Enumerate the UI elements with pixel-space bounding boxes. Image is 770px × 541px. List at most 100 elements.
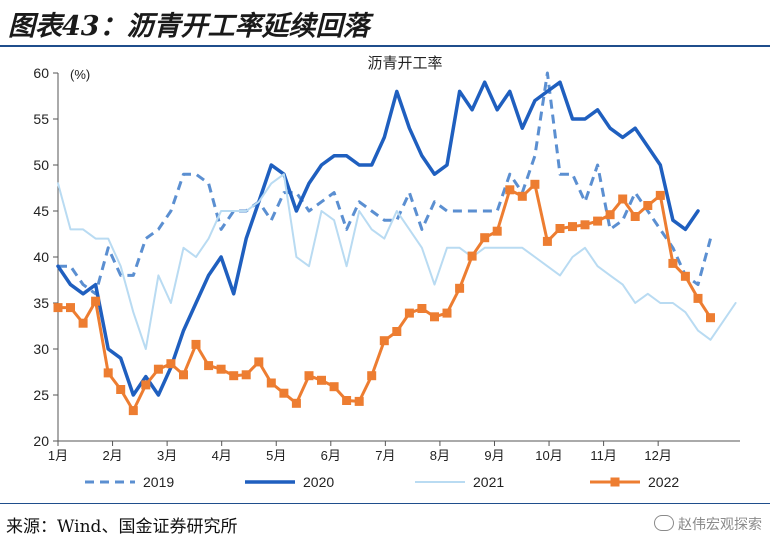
- data-point-2022: [480, 233, 490, 243]
- title-divider: [0, 45, 770, 47]
- series-line-2020: [56, 80, 700, 397]
- wechat-icon: [654, 515, 674, 531]
- watermark: 赵伟宏观探索: [654, 514, 762, 534]
- legend-label-2021: 2021: [473, 474, 504, 490]
- x-tick-label: 12月: [644, 448, 671, 463]
- y-tick-label: 50: [33, 157, 49, 173]
- data-point-2022: [153, 364, 163, 374]
- data-point-2022: [291, 398, 301, 408]
- legend-item-2021: 2021: [415, 474, 504, 490]
- data-point-2022: [430, 312, 439, 322]
- data-point-2022: [668, 258, 678, 268]
- data-point-2022: [693, 293, 703, 303]
- data-point-2022: [505, 185, 515, 195]
- y-tick-label: 25: [33, 387, 49, 403]
- data-point-2022: [517, 191, 527, 201]
- series-layer: [53, 71, 737, 416]
- x-tick-label: 5月: [266, 448, 286, 463]
- data-point-2022: [166, 359, 176, 369]
- data-point-2022: [630, 212, 640, 221]
- data-point-2022: [655, 190, 665, 200]
- data-point-2022: [304, 371, 314, 381]
- x-tick-label: 1月: [48, 448, 68, 463]
- series-line-2021: [57, 173, 737, 350]
- x-tick-label: 4月: [212, 448, 232, 463]
- data-point-2022: [317, 375, 326, 385]
- data-point-2022: [191, 339, 201, 349]
- y-tick-label: 35: [33, 295, 49, 311]
- data-point-2022: [103, 368, 113, 378]
- data-point-2022: [254, 357, 264, 367]
- legend-label-2019: 2019: [143, 474, 174, 490]
- line-chart: 沥青开工率 (%) 20 25 30 35 40 45 50 55 60 1月 2月 3月 4月 5月 6月…: [33, 55, 740, 490]
- x-tick-label: 3月: [157, 448, 177, 463]
- data-point-2022: [266, 378, 276, 388]
- legend-item-2022: 2022: [590, 474, 679, 490]
- data-point-2022: [392, 327, 402, 336]
- figure-title: 图表43：沥青开工率延续回落: [8, 11, 370, 42]
- y-tick-label: 20: [33, 433, 49, 449]
- data-point-2022: [78, 318, 88, 328]
- data-point-2022: [216, 364, 226, 374]
- data-point-2022: [179, 370, 188, 380]
- x-tick-label: 9月: [484, 448, 504, 463]
- data-point-2022: [593, 216, 603, 226]
- data-point-2022: [367, 371, 377, 381]
- data-point-2022: [241, 370, 251, 380]
- data-point-2022: [116, 385, 126, 394]
- data-point-2022: [417, 304, 427, 313]
- data-point-2022: [279, 388, 289, 398]
- x-tick-label: 11月: [590, 448, 617, 463]
- data-point-2022: [342, 396, 352, 405]
- legend-marker-2022: [610, 477, 620, 487]
- data-point-2022: [643, 201, 653, 210]
- data-point-2022: [467, 251, 477, 261]
- data-point-2022: [128, 406, 138, 416]
- legend-label-2022: 2022: [648, 474, 679, 490]
- data-point-2022: [204, 361, 214, 371]
- x-tick-label: 10月: [535, 448, 562, 463]
- series-2022: [53, 179, 715, 416]
- watermark-text: 赵伟宏观探索: [678, 517, 762, 533]
- series-2020: [56, 80, 700, 397]
- source-note: 来源：Wind、国金证券研究所: [6, 517, 238, 537]
- data-point-2022: [542, 236, 552, 246]
- legend-item-2019: 2019: [85, 474, 174, 490]
- x-tick-label: 6月: [321, 448, 341, 463]
- x-tick-label: 2月: [102, 448, 122, 463]
- data-point-2022: [354, 396, 364, 406]
- data-point-2022: [442, 308, 452, 318]
- data-point-2022: [455, 283, 465, 293]
- data-point-2022: [580, 220, 590, 230]
- data-point-2022: [605, 210, 615, 220]
- data-point-2022: [706, 313, 715, 323]
- legend-item-2020: 2020: [245, 474, 334, 490]
- data-point-2022: [555, 224, 565, 233]
- data-point-2022: [404, 308, 414, 318]
- y-axis-unit: (%): [70, 67, 90, 82]
- x-tick-label: 7月: [375, 448, 395, 463]
- data-point-2022: [141, 380, 151, 390]
- data-point-2022: [53, 303, 63, 313]
- data-point-2022: [379, 336, 389, 346]
- chart-container: 沥青开工率 (%) 20 25 30 35 40 45 50 55 60 1月 2月 3月 4月 5月 6月…: [0, 48, 770, 498]
- data-point-2022: [66, 303, 75, 313]
- data-point-2022: [568, 222, 577, 232]
- y-tick-label: 45: [33, 203, 49, 219]
- x-tick-label: 8月: [430, 448, 450, 463]
- source-divider: [0, 503, 770, 504]
- series-line-2019: [58, 71, 712, 296]
- data-point-2022: [680, 271, 690, 281]
- data-point-2022: [492, 226, 502, 236]
- y-tick-label: 55: [33, 111, 49, 127]
- y-tick-label: 60: [33, 65, 49, 81]
- chart-title: 沥青开工率: [367, 55, 442, 72]
- data-point-2022: [329, 382, 339, 392]
- y-tick-label: 30: [33, 341, 49, 357]
- data-point-2022: [618, 194, 628, 204]
- axes: 20 25 30 35 40 45 50 55 60 1月 2月 3月 4月 5月 6月 7月 8月 9月 10月 1…: [33, 65, 740, 463]
- data-point-2022: [229, 371, 239, 381]
- data-point-2022: [530, 179, 540, 189]
- series-2019: [58, 71, 712, 296]
- legend-label-2020: 2020: [303, 474, 334, 490]
